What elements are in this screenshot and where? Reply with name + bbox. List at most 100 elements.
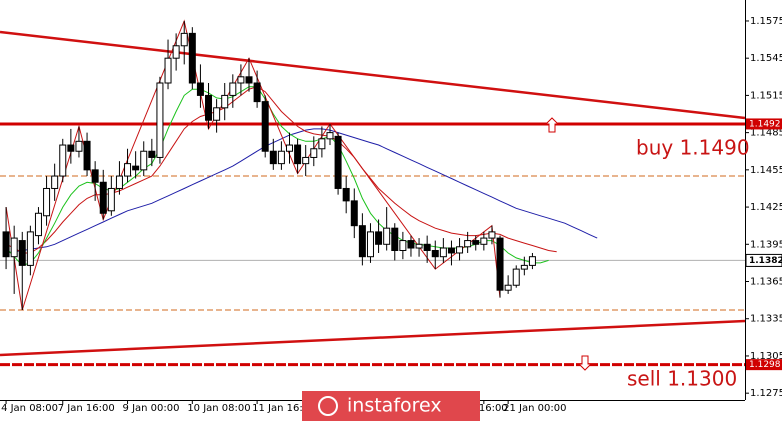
candle-body xyxy=(83,140,91,171)
candle-body xyxy=(59,144,67,177)
y-tick-label: 1.1455 xyxy=(750,165,782,176)
candle-body xyxy=(172,45,180,59)
candle-body xyxy=(302,156,310,165)
buy-arrow xyxy=(544,117,560,133)
watermark: instaforex xyxy=(347,395,442,417)
candle-body xyxy=(213,107,221,121)
candle-body xyxy=(528,256,536,266)
moving-average xyxy=(5,86,557,254)
x-tick-label: 7 Jan 16:00 xyxy=(58,403,115,414)
candle-body xyxy=(115,175,123,189)
candle-body xyxy=(415,243,423,249)
level-label-box xyxy=(746,118,782,130)
y-tick-label: 1.1485 xyxy=(750,128,782,139)
candle-body xyxy=(480,237,488,245)
candle-body xyxy=(2,231,10,258)
sell-annotation: sell 1.1300 xyxy=(627,367,737,391)
y-tick-label: 1.1365 xyxy=(750,277,782,288)
level-label: 1.1492 xyxy=(749,119,781,129)
candle-body xyxy=(310,148,318,158)
candle-body xyxy=(180,32,188,47)
candle-body xyxy=(318,138,326,150)
y-tick-label: 1.1425 xyxy=(750,202,782,213)
candle-body xyxy=(431,249,439,258)
candle-body xyxy=(156,82,164,158)
candle-body xyxy=(140,150,148,171)
candle-body xyxy=(132,165,140,171)
candle-body xyxy=(237,76,245,84)
candle-body xyxy=(472,240,480,245)
y-tick-label: 1.1575 xyxy=(750,16,782,27)
candle-body xyxy=(269,150,277,165)
candle-body xyxy=(358,225,366,258)
candle-body xyxy=(124,163,132,177)
candle-body xyxy=(488,231,496,239)
y-tick-label: 1.1275 xyxy=(750,388,782,399)
buy-annotation: buy 1.1490 xyxy=(636,136,750,160)
candle-body xyxy=(439,247,447,258)
candle-body xyxy=(245,76,253,84)
candle-body xyxy=(107,187,115,212)
candle-body xyxy=(67,144,75,152)
y-tick-label: 1.1305 xyxy=(750,351,782,362)
y-tick-label: 1.1335 xyxy=(750,314,782,325)
candle-body xyxy=(512,268,520,286)
candle-body xyxy=(91,169,99,183)
candle-body xyxy=(326,132,334,140)
candle-body xyxy=(229,82,237,96)
candle-body xyxy=(496,237,504,291)
candle-body xyxy=(261,101,269,152)
y-tick-label: 1.1515 xyxy=(750,90,782,101)
watermark-box xyxy=(302,391,480,421)
x-tick-label: 11 Jan 16:00 xyxy=(252,403,315,414)
candle-body xyxy=(447,247,455,254)
candle-body xyxy=(464,240,472,248)
candle-body xyxy=(423,243,431,251)
candle-body xyxy=(285,144,293,152)
candle-body xyxy=(375,231,383,245)
candle-body xyxy=(205,94,213,121)
candle-body xyxy=(334,135,342,189)
last-price-box xyxy=(745,253,782,267)
candle-body xyxy=(253,82,261,103)
candle-body xyxy=(504,284,512,291)
candle-body xyxy=(391,227,399,251)
y-tick-label: 1.1545 xyxy=(750,53,782,64)
x-tick-label: 16:00 xyxy=(479,403,508,414)
candle-body xyxy=(188,32,196,84)
y-tick-label: 1.1395 xyxy=(750,239,782,250)
candle-body xyxy=(277,150,285,165)
candle-body xyxy=(399,240,407,251)
candle-body xyxy=(342,187,350,202)
last-price-label: 1.1382 xyxy=(749,256,782,266)
candle-body xyxy=(75,140,83,152)
candle-body xyxy=(99,181,107,214)
trendline xyxy=(0,319,746,357)
candle-body xyxy=(10,237,18,258)
x-tick-label: 4 Jan 08:00 xyxy=(1,403,58,414)
candle-body xyxy=(51,175,59,189)
candle-body xyxy=(294,144,302,165)
trendline xyxy=(0,30,746,120)
watermark-logo xyxy=(318,396,338,416)
x-tick-label: 10 Jan 08:00 xyxy=(187,403,250,414)
level-label-box xyxy=(746,359,782,371)
candle-body xyxy=(34,212,42,237)
candle-body xyxy=(366,231,374,258)
candle-body xyxy=(520,264,528,270)
x-tick-label: 21 Jan 00:00 xyxy=(503,403,566,414)
candle-body xyxy=(196,82,204,96)
candle-body xyxy=(18,240,26,266)
candle-body xyxy=(164,57,172,84)
zigzag xyxy=(5,19,501,311)
moving-average xyxy=(6,128,598,254)
level-label: 1.1298 xyxy=(749,360,781,370)
candle-body xyxy=(221,94,229,109)
candle-body xyxy=(26,231,34,266)
candle-body xyxy=(383,227,391,245)
candle-body xyxy=(456,246,464,254)
